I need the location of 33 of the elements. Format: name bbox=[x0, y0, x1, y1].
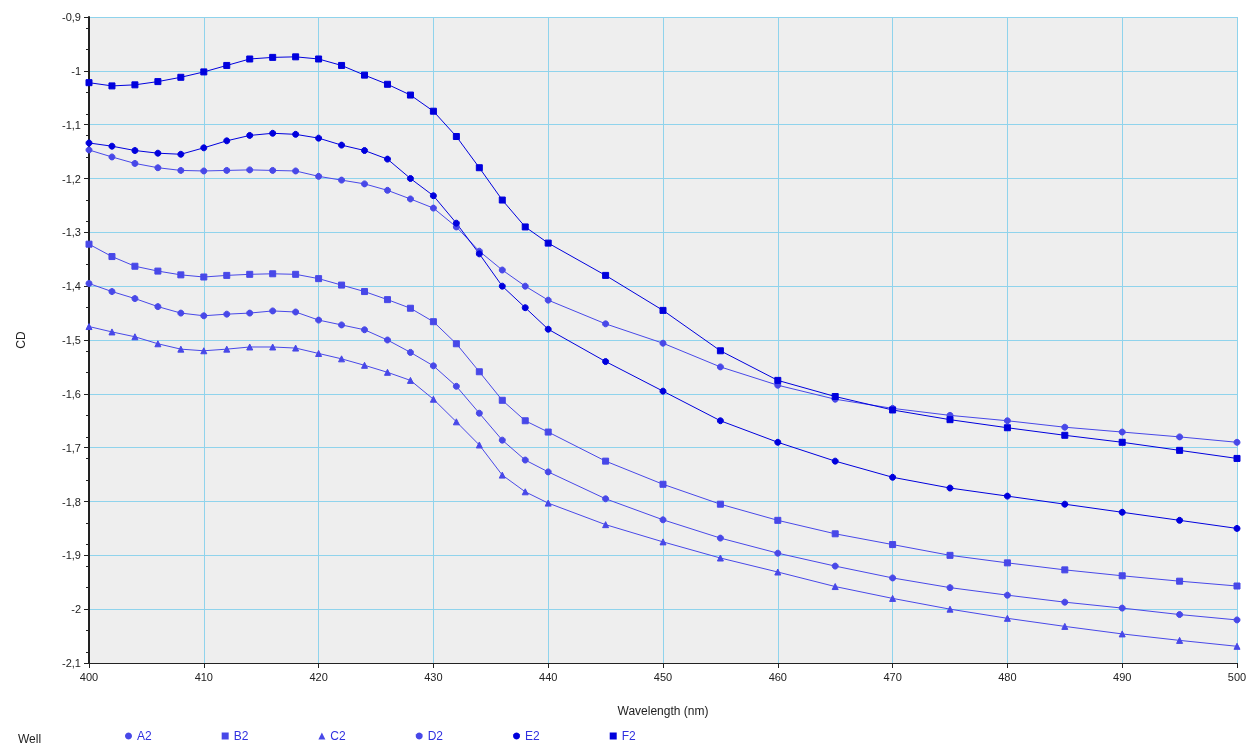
x-tick-label: 460 bbox=[768, 670, 787, 683]
x-tick-label: 500 bbox=[1227, 670, 1247, 683]
legend-label: E2 bbox=[525, 729, 541, 743]
y-axis-title: CD bbox=[14, 331, 28, 349]
y-tick-label: -1,9 bbox=[62, 549, 81, 562]
x-tick-label: 420 bbox=[309, 670, 328, 683]
y-tick-label: -1,4 bbox=[62, 280, 81, 293]
y-tick-label: -0,9 bbox=[62, 11, 81, 23]
y-tick-label: -1,8 bbox=[62, 495, 81, 508]
y-tick-label: -2,1 bbox=[62, 657, 81, 669]
x-tick-label: 430 bbox=[424, 670, 443, 683]
y-tick-label: -2 bbox=[71, 603, 81, 616]
x-axis-title: Wavelength (nm) bbox=[617, 704, 709, 718]
x-tick-label: 440 bbox=[539, 670, 558, 683]
y-tick-label: -1 bbox=[71, 64, 81, 77]
y-tick-label: -1,5 bbox=[62, 334, 81, 346]
x-tick-label: 400 bbox=[79, 670, 99, 683]
legend-label: B2 bbox=[233, 729, 249, 743]
y-tick-label: -1,6 bbox=[62, 387, 81, 400]
legend-label: C2 bbox=[330, 729, 347, 743]
y-tick-label: -1,3 bbox=[62, 226, 81, 239]
x-tick-label: 450 bbox=[653, 670, 673, 683]
legend-title: Well bbox=[18, 732, 42, 746]
legend-label: F2 bbox=[621, 729, 637, 743]
legend-label: D2 bbox=[427, 729, 444, 743]
legend-label: A2 bbox=[137, 729, 152, 743]
x-tick-label: 480 bbox=[998, 670, 1017, 683]
y-tick-label: -1,1 bbox=[62, 118, 81, 131]
x-tick-label: 490 bbox=[1113, 670, 1132, 683]
y-tick-label: -1,2 bbox=[62, 172, 81, 185]
x-tick-label: 410 bbox=[194, 670, 213, 683]
y-tick-label: -1,7 bbox=[62, 441, 81, 454]
x-tick-label: 470 bbox=[883, 670, 902, 683]
